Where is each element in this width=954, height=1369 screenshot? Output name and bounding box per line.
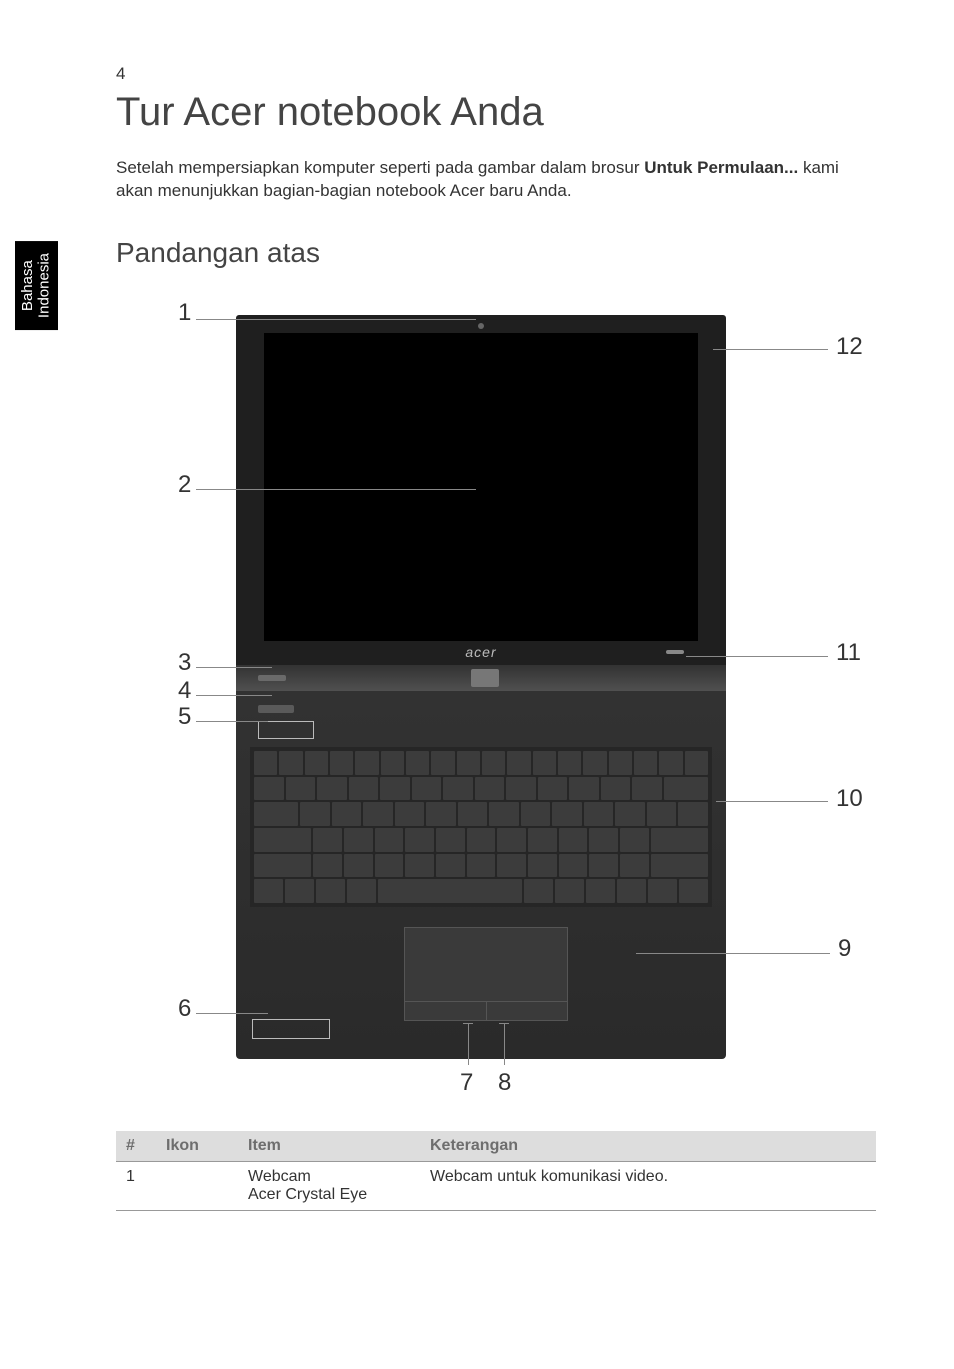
switch-slot-icon <box>258 705 294 713</box>
callout-number-1: 1 <box>178 299 191 327</box>
callout-line-1 <box>196 319 476 320</box>
callout-number-2: 2 <box>178 471 191 499</box>
palmrest-right-area <box>576 929 696 1017</box>
callout-line-12 <box>713 349 828 350</box>
callout-line-9 <box>636 953 830 954</box>
mic-icon <box>666 650 684 654</box>
table-body: 1WebcamAcer Crystal EyeWebcam untuk komu… <box>116 1161 876 1210</box>
side-tab-line1: Bahasa <box>19 260 36 311</box>
touchpad-button-divider <box>486 1002 487 1020</box>
callout-line-6 <box>196 1013 268 1014</box>
callout-line-11 <box>686 656 828 657</box>
intro-prefix: Setelah mempersiapkan komputer seperti p… <box>116 158 644 177</box>
callout-line-2 <box>196 489 476 490</box>
callout-line-10 <box>716 801 828 802</box>
callout-number-11: 11 <box>836 639 861 667</box>
brand-label: acer <box>236 644 726 660</box>
laptop-deck <box>236 691 726 1059</box>
media-buttons-box-icon <box>252 1019 330 1039</box>
cell-item-line2: Acer Crystal Eye <box>248 1186 410 1204</box>
callout-line-5 <box>196 721 268 722</box>
cell-ket: Webcam untuk komunikasi video. <box>420 1161 876 1210</box>
callout-number-4: 4 <box>178 677 191 705</box>
callout-line-3 <box>196 667 272 668</box>
intro-bold: Untuk Permulaan... <box>644 158 798 177</box>
hinge-latch-icon <box>471 669 499 687</box>
table-row: 1WebcamAcer Crystal EyeWebcam untuk komu… <box>116 1161 876 1210</box>
callout-tick-7 <box>463 1023 473 1024</box>
cell-num: 1 <box>116 1161 156 1210</box>
table-header-row: # Ikon Item Keterangan <box>116 1131 876 1162</box>
th-ikon: Ikon <box>156 1131 238 1162</box>
th-num: # <box>116 1131 156 1162</box>
callout-number-3: 3 <box>178 649 191 677</box>
callout-number-6: 6 <box>178 995 191 1023</box>
cell-ikon <box>156 1161 238 1210</box>
page-number: 4 <box>116 64 125 84</box>
laptop-screen-bezel: acer <box>236 315 726 665</box>
cell-item: WebcamAcer Crystal Eye <box>238 1161 420 1210</box>
callout-tick-8 <box>499 1023 509 1024</box>
callout-vline-7 <box>468 1023 469 1065</box>
callout-number-9: 9 <box>838 935 851 963</box>
webcam-icon <box>478 323 484 329</box>
indicator-box-icon <box>258 721 314 739</box>
parts-table: # Ikon Item Keterangan 1 WebcamAcer Cryst… <box>116 1131 876 1211</box>
section-title: Pandangan atas <box>116 237 876 269</box>
callout-number-12: 12 <box>836 333 863 361</box>
keyboard-icon <box>250 747 712 907</box>
language-side-tab: Bahasa Indonesia <box>15 241 58 330</box>
callout-number-8: 8 <box>498 1069 511 1097</box>
callout-vline-8 <box>504 1023 505 1065</box>
laptop-diagram: acer <box>116 293 876 1113</box>
callout-number-10: 10 <box>836 785 863 813</box>
page-title: Tur Acer notebook Anda <box>116 90 876 135</box>
side-tab-line2: Indonesia <box>36 253 53 318</box>
content-area: Tur Acer notebook Anda Setelah mempersia… <box>116 90 876 1211</box>
laptop-screen <box>264 333 698 641</box>
touchpad-icon <box>404 927 568 1021</box>
laptop-hinge <box>236 665 726 691</box>
cell-item-line1: Webcam <box>248 1168 410 1186</box>
laptop-illustration: acer <box>236 315 726 1059</box>
th-ket: Keterangan <box>420 1131 876 1162</box>
callout-line-4 <box>196 695 272 696</box>
intro-paragraph: Setelah mempersiapkan komputer seperti p… <box>116 157 876 203</box>
callout-number-7: 7 <box>460 1069 473 1097</box>
hinge-slot-icon <box>258 675 286 681</box>
th-item: Item <box>238 1131 420 1162</box>
callout-number-5: 5 <box>178 703 191 731</box>
